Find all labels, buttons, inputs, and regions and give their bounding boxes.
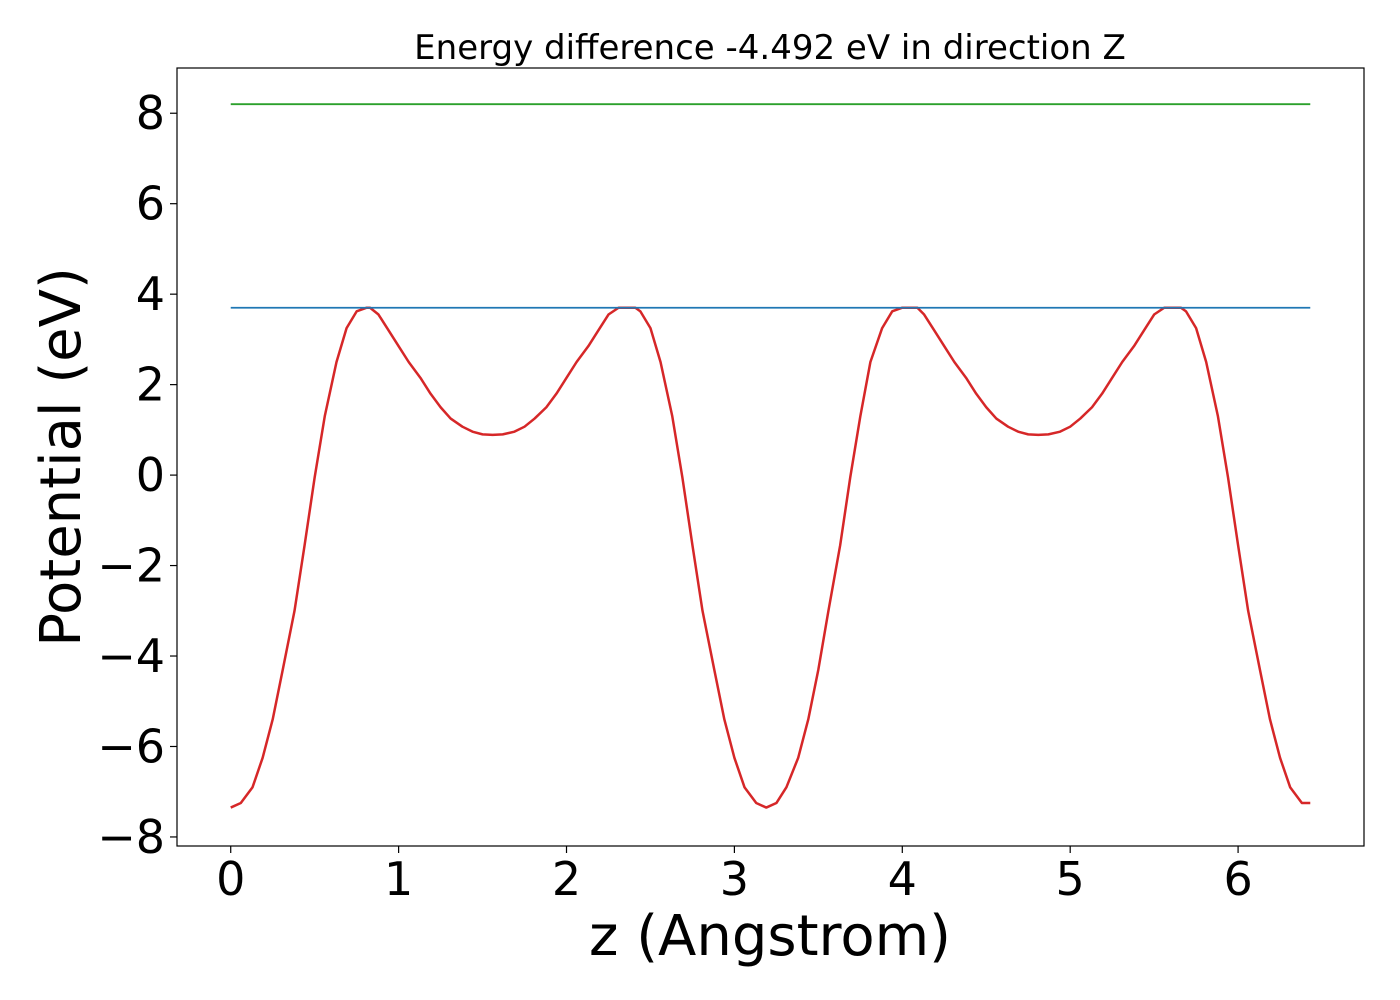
y-tick-label: 4 [136,267,165,321]
x-tick-label: 3 [720,852,749,906]
y-tick-label: −8 [97,810,165,864]
series-layer [230,103,1311,809]
series-line-0 [230,306,1311,809]
x-tick-label: 1 [384,852,413,906]
x-axis-ticks: 0 1 2 3 4 5 6 [216,846,1253,906]
y-tick-label: 2 [136,358,165,412]
x-tick-label: 6 [1223,852,1252,906]
chart-title: Energy difference -4.492 eV in direction… [414,28,1126,68]
x-tick-label: 4 [888,852,917,906]
y-tick-label: −2 [97,539,165,593]
x-tick-label: 5 [1056,852,1085,906]
y-tick-label: 8 [136,86,165,140]
x-tick-label: 2 [552,852,581,906]
y-axis-ticks: −8 −6 −4 −2 0 2 4 6 8 [97,86,177,864]
y-axis-title: Potential (eV) [29,267,94,647]
x-axis-title: z (Angstrom) [589,904,951,969]
y-tick-label: 0 [136,448,165,502]
y-tick-label: −6 [97,719,165,773]
y-tick-label: −4 [97,629,165,683]
plot-area-frame [176,67,1365,847]
x-tick-label: 0 [216,852,245,906]
y-tick-label: 6 [136,177,165,231]
